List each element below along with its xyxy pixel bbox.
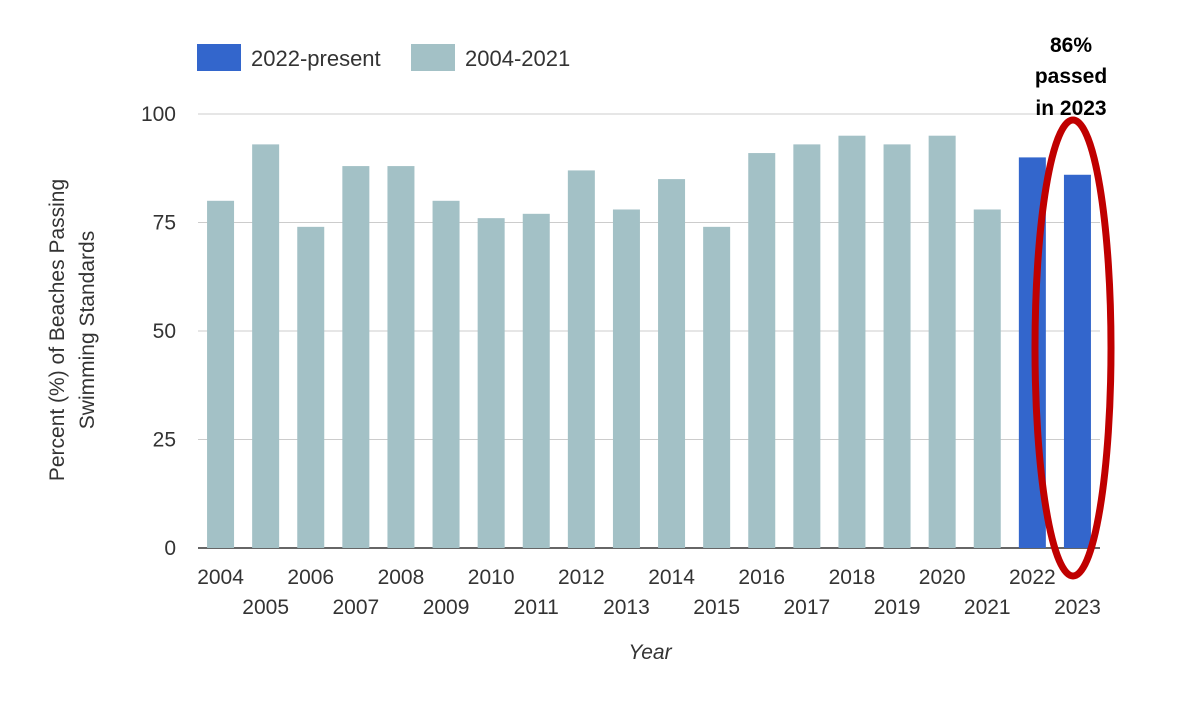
y-tick-label-25: 25 (153, 429, 176, 452)
x-tick-label-2018: 2018 (829, 566, 876, 589)
bar-2018 (838, 135, 866, 548)
y-axis-title-line-2: Swimming Standards (76, 231, 99, 429)
callout-line-3: in 2023 (1035, 97, 1106, 120)
gridlines (198, 113, 1100, 549)
x-tick-label-2019: 2019 (874, 596, 921, 619)
bar-2008 (387, 166, 415, 548)
bar-2011 (522, 213, 550, 548)
legend-label-2004-2021: 2004-2021 (465, 46, 570, 71)
x-tick-label-2005: 2005 (242, 596, 289, 619)
callout: 86% passed in 2023 (1031, 34, 1115, 580)
x-tick-label-2007: 2007 (332, 596, 379, 619)
bar-2009 (432, 200, 460, 549)
legend-swatch-2004-2021 (411, 44, 455, 71)
x-tick-label-2017: 2017 (783, 596, 830, 619)
x-tick-label-2023: 2023 (1054, 596, 1101, 619)
x-tick-label-2021: 2021 (964, 596, 1011, 619)
x-tick-label-2009: 2009 (423, 596, 470, 619)
bar-2017 (793, 144, 821, 548)
legend-label-2022-present: 2022-present (251, 46, 381, 71)
x-tick-labels: 2004 2005 2006 2007 2008 2009 2010 2011 2012 2013… (197, 566, 1101, 619)
y-axis-title-line-1: Percent (%) of Beaches Passing (46, 179, 69, 481)
x-tick-label-2013: 2013 (603, 596, 650, 619)
x-tick-label-2012: 2012 (558, 566, 605, 589)
x-tick-label-2015: 2015 (693, 596, 740, 619)
legend-swatch-2022-present (197, 44, 241, 71)
bars (207, 135, 1091, 549)
bar-2023 (1063, 174, 1091, 548)
y-tick-label-0: 0 (164, 537, 176, 560)
x-tick-label-2014: 2014 (648, 566, 695, 589)
bar-2007 (342, 166, 370, 548)
bar-2016 (748, 153, 776, 548)
x-tick-label-2006: 2006 (287, 566, 334, 589)
bar-2014 (658, 179, 686, 548)
callout-line-1: 86% (1050, 34, 1092, 57)
x-tick-label-2016: 2016 (738, 566, 785, 589)
highlight-ellipse (1031, 116, 1115, 580)
x-tick-label-2020: 2020 (919, 566, 966, 589)
bar-2004 (207, 200, 235, 549)
bar-2005 (252, 144, 280, 548)
y-tick-label-75: 75 (153, 212, 176, 235)
y-tick-label-50: 50 (153, 320, 176, 343)
bar-2015 (703, 226, 731, 548)
bar-2010 (477, 218, 505, 548)
y-tick-label-100: 100 (141, 103, 176, 126)
x-axis-title: Year (628, 641, 672, 664)
bar-2021 (973, 209, 1001, 549)
bar-2020 (928, 135, 956, 548)
callout-line-2: passed (1035, 65, 1107, 88)
y-axis-title: Percent (%) of Beaches Passing Swimming … (46, 179, 99, 481)
bar-2012 (567, 170, 595, 549)
x-tick-label-2004: 2004 (197, 566, 244, 589)
x-tick-label-2011: 2011 (514, 596, 559, 619)
x-tick-label-2010: 2010 (468, 566, 515, 589)
bar-2019 (883, 144, 911, 548)
legend: 2022-present 2004-2021 (197, 44, 570, 71)
x-tick-label-2022: 2022 (1009, 566, 1056, 589)
x-tick-label-2008: 2008 (378, 566, 425, 589)
bar-2006 (297, 226, 325, 548)
y-tick-labels: 0 25 50 75 100 (141, 103, 176, 560)
bar-2013 (612, 209, 640, 549)
